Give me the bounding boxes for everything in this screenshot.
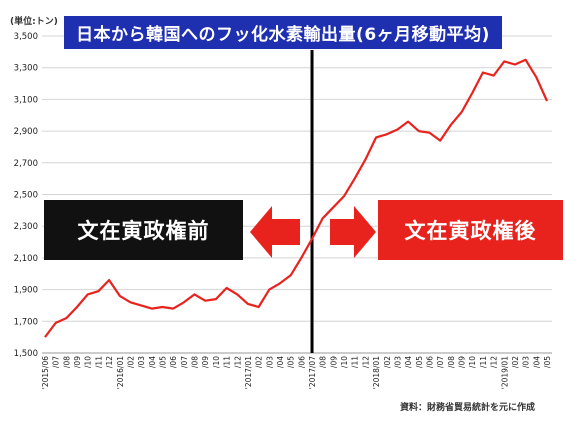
left-arrow-icon bbox=[250, 206, 300, 258]
x-tick-label: /11 bbox=[351, 356, 360, 368]
x-tick-label: '2017/01 bbox=[244, 356, 253, 389]
x-tick-label: /10 bbox=[212, 356, 221, 368]
x-tick-label: /08 bbox=[62, 356, 71, 368]
x-tick-label: /12 bbox=[490, 356, 499, 368]
x-tick-label: /05 bbox=[543, 356, 552, 368]
y-tick-label: 3,300 bbox=[14, 64, 38, 74]
y-tick-label: 3,500 bbox=[14, 32, 38, 42]
source-note: 資料：財務省貿易統計を元に作成 bbox=[400, 403, 536, 413]
x-tick-label: /12 bbox=[233, 356, 242, 368]
x-tick-label: /02 bbox=[255, 356, 264, 368]
x-tick-label: /02 bbox=[126, 356, 135, 368]
x-tick-label: /10 bbox=[340, 356, 349, 368]
y-tick-label: 1,500 bbox=[14, 349, 38, 359]
x-tick-label: /10 bbox=[468, 356, 477, 368]
arrows bbox=[250, 206, 376, 258]
x-tick-label: '2015/06 bbox=[41, 356, 50, 389]
x-tick-label: /08 bbox=[191, 356, 200, 368]
x-tick-label: /09 bbox=[201, 356, 210, 368]
gridlines bbox=[42, 35, 552, 354]
x-tick-label: '2019/01 bbox=[500, 356, 509, 389]
y-tick-label: 2,300 bbox=[14, 222, 38, 232]
y-tick-label: 1,700 bbox=[14, 317, 38, 327]
x-tick-label: /06 bbox=[169, 356, 178, 368]
x-tick-label: /06 bbox=[297, 356, 306, 368]
x-tick-label: /05 bbox=[415, 356, 424, 368]
x-tick-label: /11 bbox=[479, 356, 488, 368]
x-tick-label: /09 bbox=[458, 356, 467, 368]
x-tick-label: /09 bbox=[73, 356, 82, 368]
before-administration-label: 文在寅政権前 bbox=[44, 200, 243, 260]
x-tick-label: /05 bbox=[287, 356, 296, 368]
x-tick-label: /07 bbox=[52, 356, 61, 368]
y-tick-label: 2,500 bbox=[14, 191, 38, 201]
y-tick-label: 2,700 bbox=[14, 159, 38, 169]
x-tick-label: /04 bbox=[276, 356, 285, 368]
x-tick-label: /03 bbox=[393, 356, 402, 368]
x-tick-label: /04 bbox=[532, 356, 541, 368]
x-tick-label: /10 bbox=[84, 356, 93, 368]
x-tick-label: /03 bbox=[137, 356, 146, 368]
x-tick-label: /07 bbox=[180, 356, 189, 368]
x-tick-label: /07 bbox=[436, 356, 445, 368]
y-tick-label: 2,100 bbox=[14, 254, 38, 264]
x-tick-label: /04 bbox=[404, 356, 413, 368]
x-tick-label: /08 bbox=[319, 356, 328, 368]
x-tick-label: /12 bbox=[361, 356, 370, 368]
x-tick-label: /08 bbox=[447, 356, 456, 368]
after-administration-label: 文在寅政権後 bbox=[378, 200, 563, 260]
right-arrow-icon bbox=[330, 206, 376, 258]
x-tick-label: /02 bbox=[511, 356, 520, 368]
y-tick-label: 2,900 bbox=[14, 127, 38, 137]
x-tick-label: /04 bbox=[148, 356, 157, 368]
x-tick-label: /11 bbox=[223, 356, 232, 368]
x-tick-label: /09 bbox=[329, 356, 338, 368]
x-tick-label: /03 bbox=[265, 356, 274, 368]
series-line bbox=[44, 58, 549, 338]
x-tick-label: '2018/01 bbox=[372, 356, 381, 389]
y-axis-ticks: 1,500 1,700 1,900 2,100 2,300 2,500 2,700 2,900… bbox=[14, 32, 38, 359]
unit-label: (単位:トン) bbox=[10, 17, 58, 27]
x-tick-label: '2016/01 bbox=[116, 356, 125, 389]
y-tick-label: 1,900 bbox=[14, 286, 38, 296]
x-tick-label: /02 bbox=[383, 356, 392, 368]
x-tick-label: '2017/07 bbox=[308, 356, 317, 389]
x-tick-label: /11 bbox=[94, 356, 103, 368]
x-tick-label: /05 bbox=[158, 356, 167, 368]
x-tick-label: /03 bbox=[522, 356, 531, 368]
x-tick-label: /06 bbox=[426, 356, 435, 368]
y-tick-label: 3,100 bbox=[14, 95, 38, 105]
x-tick-label: /12 bbox=[105, 356, 114, 368]
x-axis-ticks: '2015/06/07/08/09/10/11/12'2016/01/02/03… bbox=[41, 356, 552, 389]
series-layer bbox=[44, 58, 549, 338]
chart-title: 日本から韓国へのフッ化水素輸出量(6ヶ月移動平均) bbox=[64, 16, 502, 49]
